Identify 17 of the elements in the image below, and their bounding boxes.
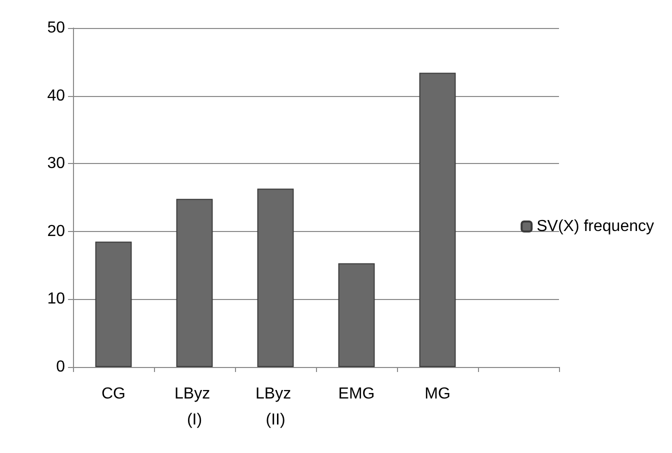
y-tick-label: 40 bbox=[47, 87, 66, 104]
y-tick-label: 20 bbox=[47, 222, 66, 240]
y-tick-label: 50 bbox=[47, 20, 66, 36]
legend-label: SV(X) frequency bbox=[536, 218, 654, 235]
bar bbox=[176, 198, 213, 367]
x-tick-label: EMG bbox=[338, 386, 375, 402]
x-tick-label: LByz (II) bbox=[255, 386, 296, 428]
y-tick-label: 10 bbox=[47, 290, 66, 308]
y-tick-label: 0 bbox=[56, 358, 66, 376]
bar bbox=[419, 72, 456, 367]
x-tick-label: CG bbox=[102, 386, 126, 402]
x-tick-label: LByz (I) bbox=[174, 386, 215, 428]
bar bbox=[338, 263, 375, 367]
y-tick-label: 30 bbox=[47, 155, 66, 172]
bar bbox=[95, 242, 132, 367]
bar bbox=[257, 188, 294, 367]
x-tick-label: MG bbox=[424, 386, 450, 402]
